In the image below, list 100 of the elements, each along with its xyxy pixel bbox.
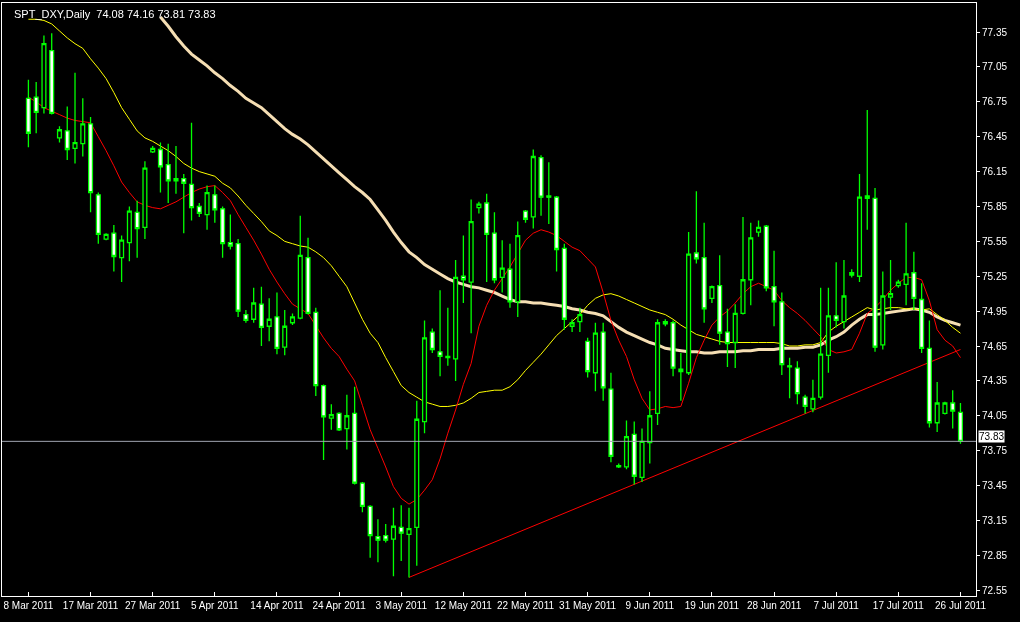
candlestick <box>375 518 381 563</box>
candlestick <box>282 309 288 356</box>
candlestick <box>33 81 39 134</box>
x-tick-label: 7 Jul 2011 <box>813 600 860 611</box>
candlestick <box>41 34 47 115</box>
candlestick <box>717 254 723 346</box>
x-tick-label: 5 Apr 2011 <box>191 600 240 611</box>
y-tick-label: 77.05 <box>982 61 1008 73</box>
candlestick <box>142 160 148 240</box>
candlestick <box>305 237 311 316</box>
y-tick-label: 76.45 <box>982 131 1008 143</box>
candlestick <box>227 213 233 251</box>
candlestick <box>872 187 878 353</box>
candlestick <box>880 270 886 351</box>
candlestick <box>344 394 350 451</box>
candlestick <box>49 32 55 116</box>
candlestick <box>794 360 800 405</box>
candlestick <box>957 402 964 445</box>
candlestick <box>942 401 948 416</box>
candlestick <box>359 481 365 513</box>
y-tick-label: 76.75 <box>982 96 1008 108</box>
chart-title: SPT_DXY,Daily 74.08 74.16 73.81 73.83 <box>14 8 216 20</box>
candlestick <box>507 243 513 309</box>
candlestick <box>499 239 505 294</box>
line-series <box>27 18 961 407</box>
candlestick <box>468 198 474 334</box>
candlestick <box>321 383 327 461</box>
candlestick <box>476 201 482 215</box>
x-tick-label: 26 Jul 2011 <box>934 600 987 611</box>
y-tick-label: 73.75 <box>982 445 1008 457</box>
candlestick <box>825 287 831 374</box>
candlestick <box>864 109 870 231</box>
candlestick <box>950 389 956 430</box>
candlestick <box>569 318 575 333</box>
candlestick <box>919 282 925 354</box>
candlestick <box>903 222 909 306</box>
candlestick <box>849 268 855 279</box>
candlestick <box>856 173 863 283</box>
y-tick-label: 74.95 <box>982 305 1008 317</box>
candlestick <box>833 261 839 329</box>
candlestick <box>802 394 808 415</box>
candlestick <box>453 259 459 382</box>
x-tick-label: 8 Mar 2011 <box>3 600 54 611</box>
candlestick <box>95 191 101 245</box>
x-tick-label: 9 Jun 2011 <box>625 600 675 611</box>
candlestick <box>445 306 451 367</box>
candlestick <box>841 259 847 330</box>
candlestick <box>258 286 264 347</box>
candlestick <box>678 352 684 402</box>
x-tick-label: 31 May 2011 <box>559 600 617 611</box>
candlestick <box>188 122 195 222</box>
candlestick <box>119 234 125 283</box>
y-tick-label: 74.35 <box>982 375 1008 387</box>
y-tick-label: 75.25 <box>982 270 1008 282</box>
candlestick <box>289 312 296 326</box>
candlestick <box>600 322 606 402</box>
candlestick <box>810 379 816 413</box>
candlestick <box>64 105 70 161</box>
candlestick <box>787 356 793 399</box>
candlestick <box>623 419 630 470</box>
candlestick <box>670 319 676 377</box>
y-tick-label: 73.15 <box>982 514 1008 526</box>
candlestick <box>56 125 63 144</box>
y-tick-label: 74.05 <box>982 410 1008 422</box>
candlestick <box>173 145 179 195</box>
candlestick <box>126 205 132 262</box>
x-tick-label: 14 Apr 2011 <box>250 600 304 611</box>
candlestick <box>297 215 303 320</box>
candlestick <box>491 211 497 284</box>
candlestick <box>585 337 591 379</box>
candlestick <box>763 224 769 293</box>
candlestick <box>204 184 210 231</box>
candlestick <box>243 309 249 324</box>
candlestick <box>367 504 373 559</box>
x-tick-label: 12 May 2011 <box>434 600 493 611</box>
candlestick <box>662 318 668 327</box>
candlestick <box>429 327 435 354</box>
candlestick <box>577 306 583 333</box>
candlestick <box>484 193 490 283</box>
candlestick <box>592 322 598 393</box>
y-tick-label: 75.85 <box>982 200 1008 212</box>
candlestick <box>134 200 140 259</box>
candlestick <box>740 216 746 316</box>
y-tick-label: 72.55 <box>982 584 1008 596</box>
candlestick <box>631 420 637 486</box>
x-tick-label: 28 Jun 2011 <box>746 600 802 611</box>
y-tick-label: 76.15 <box>982 166 1008 178</box>
candlestick <box>437 289 443 377</box>
y-tick-label: 75.55 <box>982 235 1008 247</box>
candlestick <box>460 234 466 304</box>
x-tick-label: 17 Mar 2011 <box>62 600 119 611</box>
candlestick <box>274 291 280 355</box>
candlestick <box>220 205 226 259</box>
candlestick <box>80 97 86 158</box>
candlestick <box>328 403 334 431</box>
x-tick-label: 19 Jun 2011 <box>684 600 740 611</box>
candlestick <box>724 308 730 368</box>
x-tick-label: 22 May 2011 <box>496 600 555 611</box>
candlestick <box>390 506 397 577</box>
candlestick <box>818 287 824 401</box>
